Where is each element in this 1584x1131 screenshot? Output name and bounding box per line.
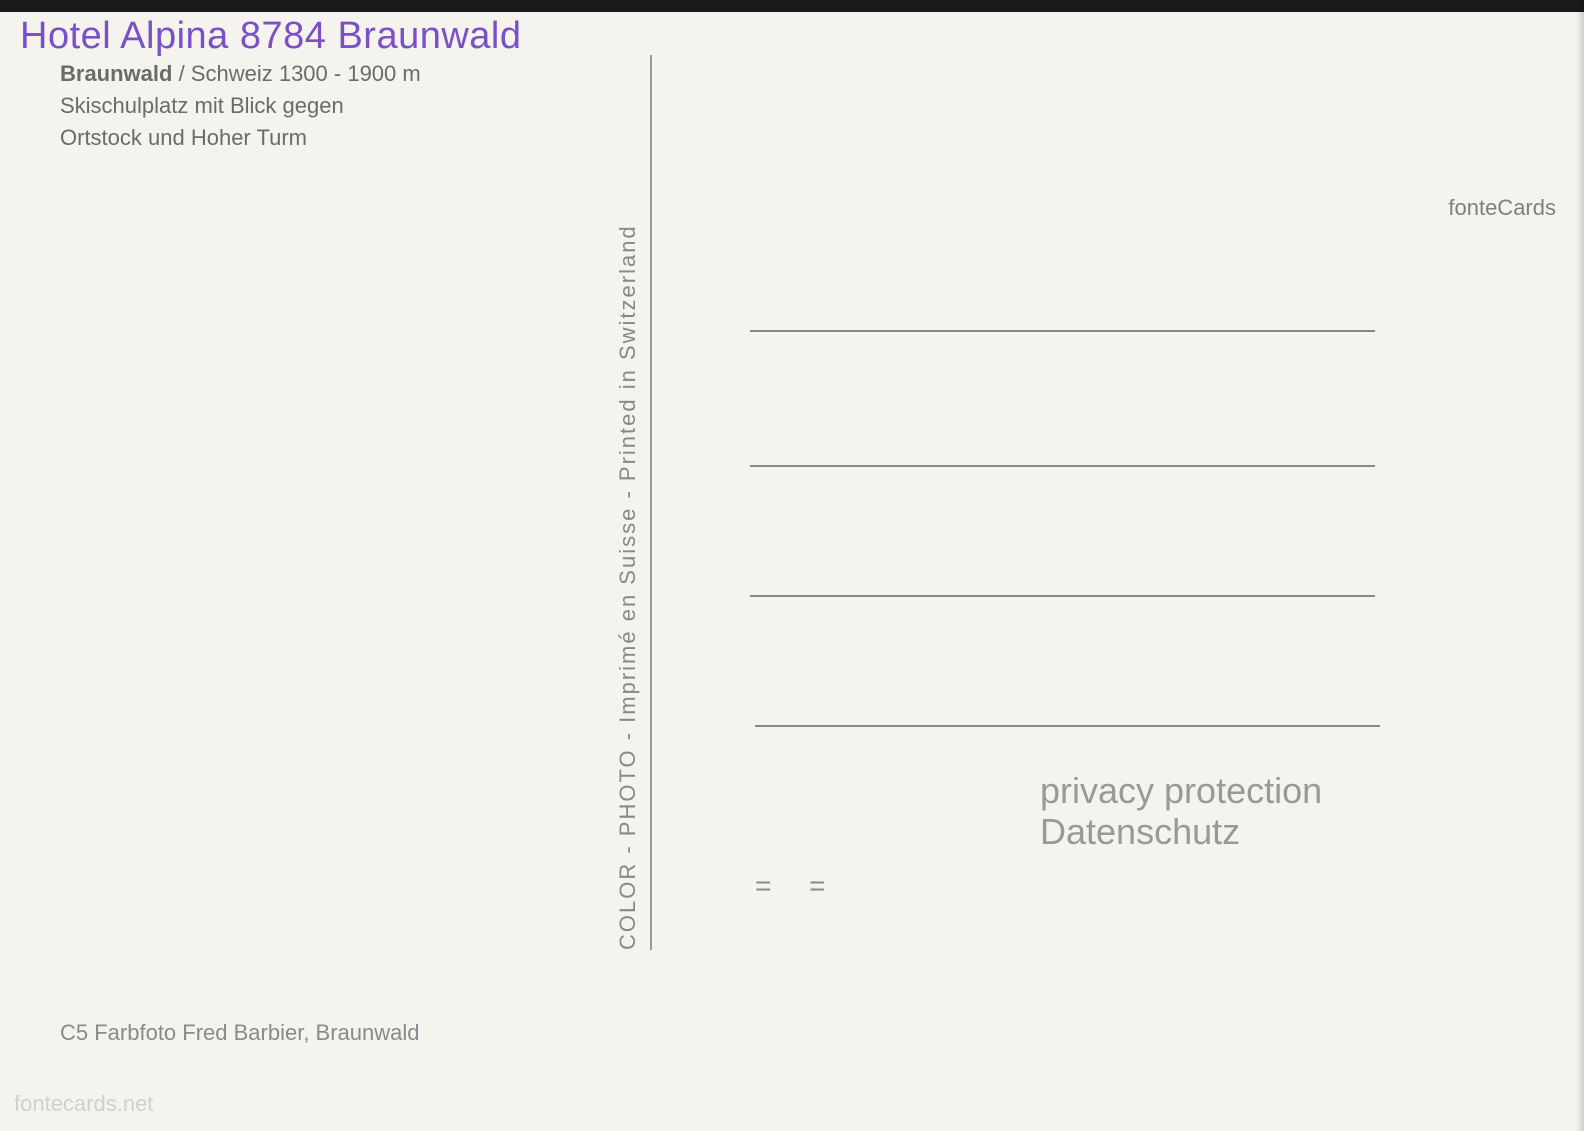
postal-marks: = =: [755, 870, 840, 902]
location-caption: Braunwald / Schweiz 1300 - 1900 m Skisch…: [60, 58, 421, 154]
address-line-2: [750, 465, 1375, 467]
photo-credit: C5 Farbfoto Fred Barbier, Braunwald: [60, 1020, 420, 1046]
privacy-line2: Datenschutz: [1040, 811, 1322, 852]
privacy-watermark: privacy protection Datenschutz: [1040, 770, 1322, 853]
privacy-line1: privacy protection: [1040, 770, 1322, 811]
right-edge-shadow: [1576, 0, 1584, 1131]
address-line-4: [755, 725, 1380, 727]
fontecards-watermark: fonteCards: [1448, 195, 1556, 221]
location-after: / Schweiz 1300 - 1900 m: [172, 61, 420, 86]
center-divider: [650, 55, 652, 950]
top-dark-edge: [0, 0, 1584, 12]
address-line-3: [750, 595, 1375, 597]
domain-watermark: fontecards.net: [14, 1091, 153, 1117]
location-line3: Ortstock und Hoher Turm: [60, 122, 421, 154]
address-line-1: [750, 330, 1375, 332]
location-bold: Braunwald: [60, 61, 172, 86]
print-info-vertical: COLOR - PHOTO - Imprimé en Suisse - Prin…: [615, 224, 641, 950]
hotel-stamp: Hotel Alpina 8784 Braunwald: [20, 15, 522, 58]
location-line2: Skischulplatz mit Blick gegen: [60, 90, 421, 122]
